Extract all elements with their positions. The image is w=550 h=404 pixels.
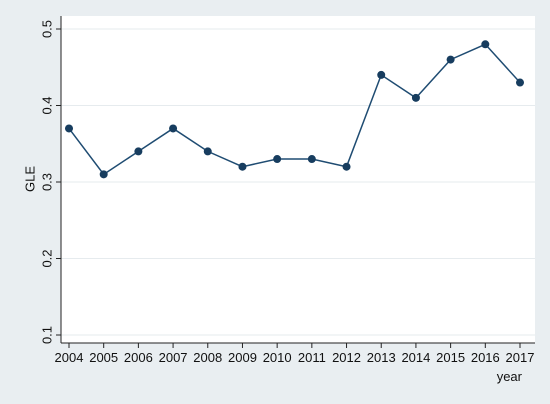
x-axis-label: year bbox=[497, 369, 523, 384]
data-point-2015 bbox=[446, 55, 455, 64]
data-point-2010 bbox=[273, 155, 282, 164]
data-point-2011 bbox=[307, 155, 316, 164]
data-point-2017 bbox=[516, 78, 524, 87]
x-tick-label: 2004 bbox=[55, 350, 84, 365]
x-tick-label: 2013 bbox=[367, 350, 396, 365]
data-point-2006 bbox=[134, 147, 143, 156]
x-tick-label: 2012 bbox=[332, 350, 361, 365]
data-point-2016 bbox=[481, 40, 490, 49]
gridlines bbox=[61, 28, 535, 336]
x-tick-label: 2009 bbox=[228, 350, 257, 365]
data-point-2008 bbox=[203, 147, 212, 156]
x-tick-label: 2005 bbox=[89, 350, 118, 365]
data-point-2014 bbox=[411, 93, 420, 102]
y-tick-label: 0.2 bbox=[39, 249, 54, 267]
data-point-2009 bbox=[238, 162, 247, 171]
data-points bbox=[65, 40, 524, 179]
y-tick-label: 0.4 bbox=[39, 96, 54, 114]
data-point-2007 bbox=[169, 124, 178, 133]
y-tick-label: 0.3 bbox=[39, 173, 54, 191]
data-point-2013 bbox=[377, 70, 386, 79]
plot-area bbox=[61, 16, 535, 343]
y-tick-label: 0.5 bbox=[39, 20, 54, 38]
y-axis-ticks: 0.1 0.2 0.3 0.4 0.5 bbox=[39, 20, 61, 344]
x-tick-label: 2014 bbox=[401, 350, 430, 365]
data-point-2004 bbox=[65, 124, 73, 133]
x-tick-label: 2016 bbox=[471, 350, 500, 365]
series-line-gle bbox=[68, 43, 521, 176]
x-axis-ticks: 2004 2005 2006 2007 2008 2009 2010 2011 2012 2013… bbox=[55, 343, 535, 365]
y-tick-label: 0.1 bbox=[39, 326, 54, 344]
data-point-2005 bbox=[99, 170, 108, 179]
x-tick-label: 2010 bbox=[263, 350, 292, 365]
x-tick-label: 2011 bbox=[298, 350, 326, 365]
y-axis-label: GLE bbox=[22, 166, 37, 192]
data-point-2012 bbox=[342, 162, 351, 171]
x-tick-label: 2007 bbox=[159, 350, 188, 365]
axes bbox=[60, 16, 535, 344]
x-tick-label: 2015 bbox=[436, 350, 465, 365]
x-tick-label: 2017 bbox=[506, 350, 535, 365]
x-tick-label: 2008 bbox=[193, 350, 222, 365]
x-tick-label: 2006 bbox=[124, 350, 153, 365]
